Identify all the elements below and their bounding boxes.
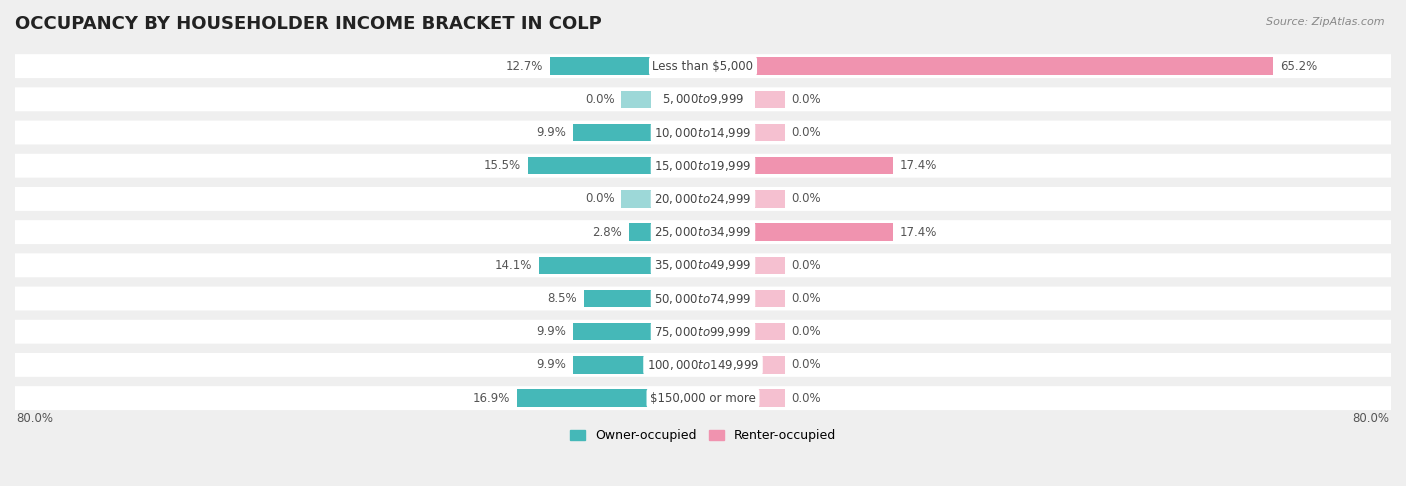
Text: $75,000 to $99,999: $75,000 to $99,999 xyxy=(654,325,752,339)
FancyBboxPatch shape xyxy=(15,121,1391,144)
FancyBboxPatch shape xyxy=(15,87,1391,111)
Text: 2.8%: 2.8% xyxy=(592,226,623,239)
Bar xyxy=(755,257,785,274)
Text: 14.1%: 14.1% xyxy=(495,259,533,272)
Text: $25,000 to $34,999: $25,000 to $34,999 xyxy=(654,225,752,239)
Text: 0.0%: 0.0% xyxy=(585,93,614,106)
Bar xyxy=(572,356,651,374)
FancyBboxPatch shape xyxy=(15,54,1391,78)
Bar xyxy=(755,323,785,340)
Text: 0.0%: 0.0% xyxy=(792,325,821,338)
Text: 0.0%: 0.0% xyxy=(792,292,821,305)
Bar xyxy=(755,224,893,241)
Text: Source: ZipAtlas.com: Source: ZipAtlas.com xyxy=(1267,17,1385,27)
FancyBboxPatch shape xyxy=(15,386,1391,410)
FancyBboxPatch shape xyxy=(15,287,1391,311)
Text: 17.4%: 17.4% xyxy=(900,226,938,239)
FancyBboxPatch shape xyxy=(15,353,1391,377)
Text: 0.0%: 0.0% xyxy=(792,192,821,206)
Bar xyxy=(621,91,651,108)
Text: 80.0%: 80.0% xyxy=(1353,412,1389,425)
Text: 0.0%: 0.0% xyxy=(792,126,821,139)
Text: $35,000 to $49,999: $35,000 to $49,999 xyxy=(654,259,752,272)
Text: 0.0%: 0.0% xyxy=(792,392,821,405)
Bar xyxy=(529,157,651,174)
Text: 80.0%: 80.0% xyxy=(17,412,53,425)
Text: $50,000 to $74,999: $50,000 to $74,999 xyxy=(654,292,752,306)
Text: 0.0%: 0.0% xyxy=(792,259,821,272)
Text: 9.9%: 9.9% xyxy=(536,325,565,338)
Bar xyxy=(550,57,651,75)
FancyBboxPatch shape xyxy=(15,320,1391,344)
Text: 16.9%: 16.9% xyxy=(472,392,510,405)
Text: $150,000 or more: $150,000 or more xyxy=(650,392,756,405)
Text: 9.9%: 9.9% xyxy=(536,358,565,371)
Bar xyxy=(540,257,651,274)
Bar xyxy=(755,57,1274,75)
Text: 12.7%: 12.7% xyxy=(506,60,544,72)
Bar xyxy=(755,91,785,108)
Text: Less than $5,000: Less than $5,000 xyxy=(652,60,754,72)
Bar xyxy=(517,389,651,407)
Bar xyxy=(628,224,651,241)
Bar xyxy=(572,124,651,141)
Text: 0.0%: 0.0% xyxy=(792,358,821,371)
Text: 8.5%: 8.5% xyxy=(547,292,576,305)
Text: 9.9%: 9.9% xyxy=(536,126,565,139)
Text: OCCUPANCY BY HOUSEHOLDER INCOME BRACKET IN COLP: OCCUPANCY BY HOUSEHOLDER INCOME BRACKET … xyxy=(15,15,602,33)
FancyBboxPatch shape xyxy=(15,220,1391,244)
Text: $5,000 to $9,999: $5,000 to $9,999 xyxy=(662,92,744,106)
Bar xyxy=(755,389,785,407)
Text: $10,000 to $14,999: $10,000 to $14,999 xyxy=(654,125,752,139)
FancyBboxPatch shape xyxy=(15,187,1391,211)
Text: 0.0%: 0.0% xyxy=(585,192,614,206)
Bar xyxy=(621,191,651,208)
Text: $100,000 to $149,999: $100,000 to $149,999 xyxy=(647,358,759,372)
Bar xyxy=(755,124,785,141)
Text: $15,000 to $19,999: $15,000 to $19,999 xyxy=(654,159,752,173)
Text: 17.4%: 17.4% xyxy=(900,159,938,172)
Bar xyxy=(755,290,785,307)
Bar xyxy=(583,290,651,307)
FancyBboxPatch shape xyxy=(15,154,1391,178)
Text: 0.0%: 0.0% xyxy=(792,93,821,106)
Bar xyxy=(755,191,785,208)
Text: 15.5%: 15.5% xyxy=(484,159,522,172)
Bar xyxy=(755,157,893,174)
Bar xyxy=(572,323,651,340)
Text: 65.2%: 65.2% xyxy=(1279,60,1317,72)
Text: $20,000 to $24,999: $20,000 to $24,999 xyxy=(654,192,752,206)
Legend: Owner-occupied, Renter-occupied: Owner-occupied, Renter-occupied xyxy=(565,424,841,447)
Bar xyxy=(755,356,785,374)
FancyBboxPatch shape xyxy=(15,253,1391,278)
